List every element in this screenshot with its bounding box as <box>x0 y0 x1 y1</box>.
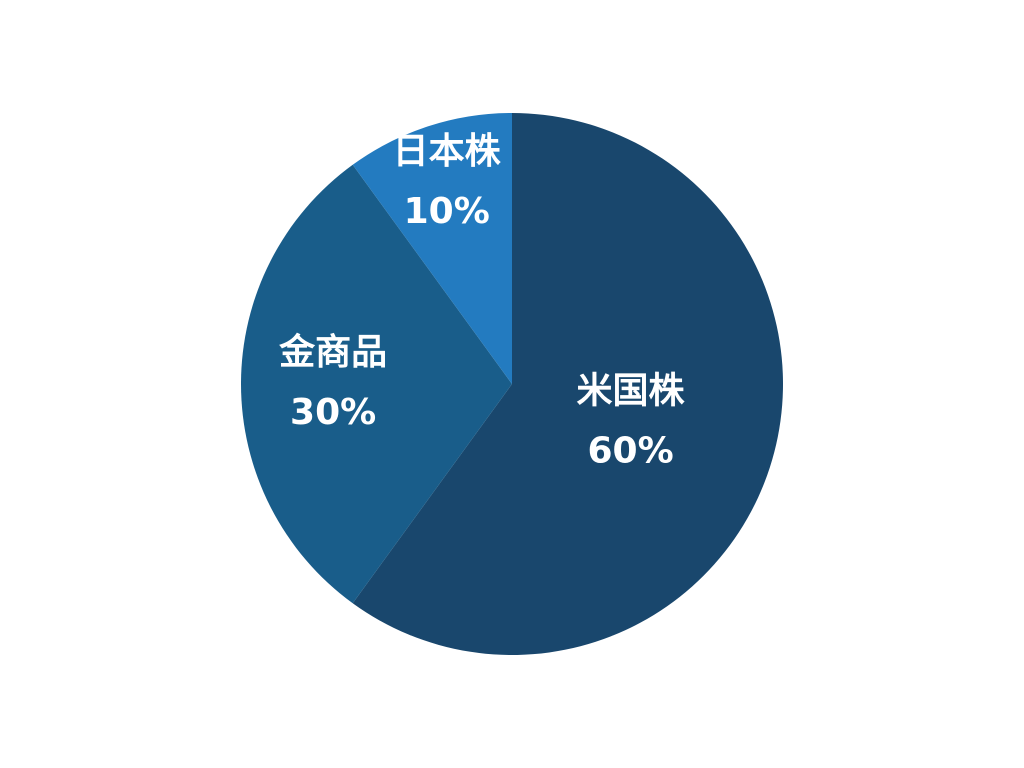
pie-slice <box>352 113 512 384</box>
slice-value-label: 60% <box>587 431 673 472</box>
slice-value-label: 30% <box>290 392 376 433</box>
pie-slice <box>352 113 783 655</box>
slice-label: 金商品 <box>278 331 387 373</box>
slice-label: 日本株 <box>393 131 502 172</box>
slice-label: 米国株 <box>577 371 686 412</box>
pie-slice <box>240 164 512 604</box>
slice-value-label: 10% <box>404 191 490 232</box>
